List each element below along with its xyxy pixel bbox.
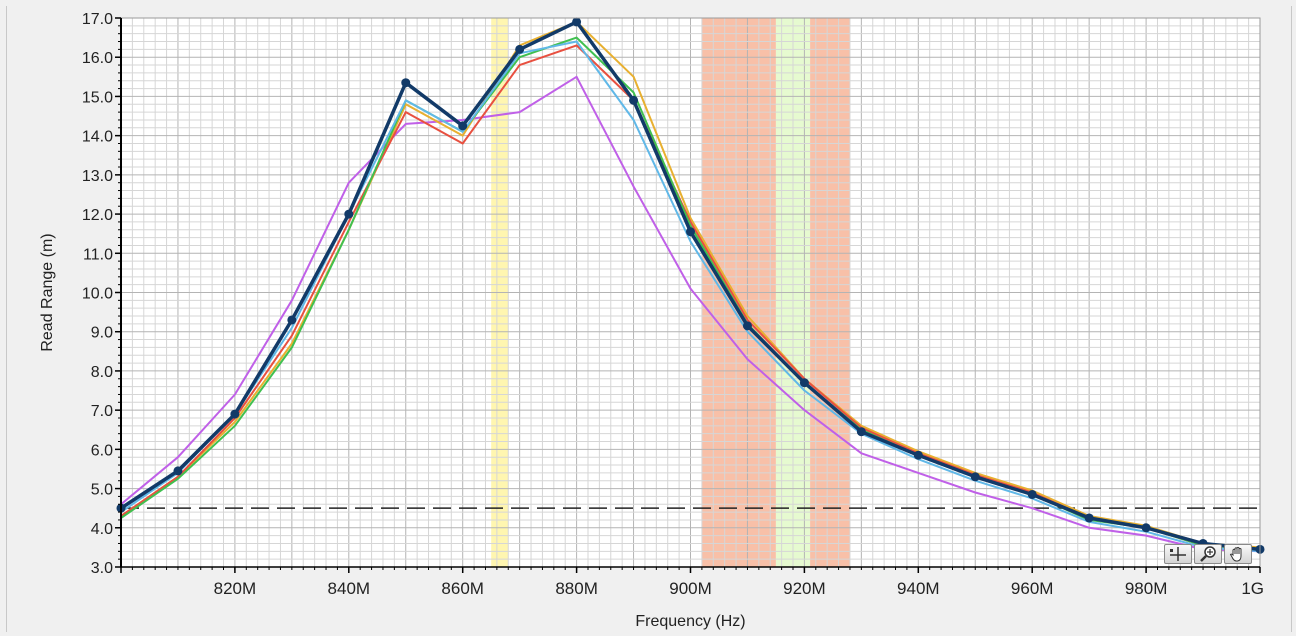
y-tick-label: 3.0 [91, 560, 113, 577]
data-point [401, 78, 411, 88]
data-point [1141, 523, 1151, 533]
grid-lines [121, 18, 1260, 567]
data-point [173, 466, 183, 476]
y-tick-label: 4.0 [91, 521, 113, 538]
y-tick-label: 7.0 [91, 403, 113, 420]
y-tick-label: 15.0 [82, 89, 113, 106]
cursor-move-tool-button[interactable] [1164, 544, 1192, 564]
y-axis-title: Read Range (m) [39, 233, 56, 351]
series-line-4 [120, 40, 1261, 553]
series-line-0 [120, 75, 1261, 553]
data-point [799, 378, 809, 388]
y-tick-label: 5.0 [91, 482, 113, 499]
data-point [458, 121, 468, 131]
y-tick-label: 9.0 [91, 325, 113, 342]
x-tick-label: 940M [897, 579, 940, 598]
frame-border [6, 6, 1292, 632]
x-tick-label: 920M [783, 579, 826, 598]
data-point [913, 450, 923, 460]
crosshair-icon [1170, 547, 1186, 561]
magnifier-icon [1200, 546, 1216, 562]
zoom-tool-button[interactable] [1194, 544, 1222, 564]
data-point [515, 44, 525, 54]
data-point [230, 409, 240, 419]
x-tick-label: 820M [214, 579, 257, 598]
data-point [572, 17, 582, 27]
y-tick-label: 16.0 [82, 50, 113, 67]
y-tick-label: 14.0 [82, 129, 113, 146]
y-tick-label: 17.0 [82, 11, 113, 28]
x-tick-label: 860M [441, 579, 484, 598]
data-point [629, 95, 639, 105]
data-point [287, 315, 297, 325]
x-tick-label: 900M [669, 579, 712, 598]
hand-icon [1229, 546, 1242, 562]
y-tick-label: 11.0 [83, 246, 113, 263]
data-point [742, 321, 752, 331]
y-tick-label: 10.0 [82, 286, 113, 303]
y-tick-label: 12.0 [82, 207, 113, 224]
pan-tool-button[interactable] [1224, 544, 1252, 564]
data-point [686, 227, 695, 237]
y-tick-label: 13.0 [82, 168, 113, 185]
x-tick-label: 980M [1125, 579, 1168, 598]
x-tick-label: 1G [1241, 579, 1264, 598]
x-tick-label: 960M [1011, 579, 1054, 598]
x-tick-label: 840M [328, 579, 371, 598]
data-point [344, 209, 354, 219]
graph-tools-palette [1164, 544, 1252, 566]
x-tick-label: 880M [555, 579, 598, 598]
data-point [970, 472, 980, 482]
data-point [1084, 513, 1094, 523]
x-axis-title: Frequency (Hz) [635, 613, 745, 630]
y-tick-label: 8.0 [91, 364, 113, 381]
series-line-1 [120, 20, 1261, 549]
data-point [856, 427, 866, 437]
y-tick-label: 6.0 [91, 442, 113, 459]
data-point [1027, 489, 1037, 499]
